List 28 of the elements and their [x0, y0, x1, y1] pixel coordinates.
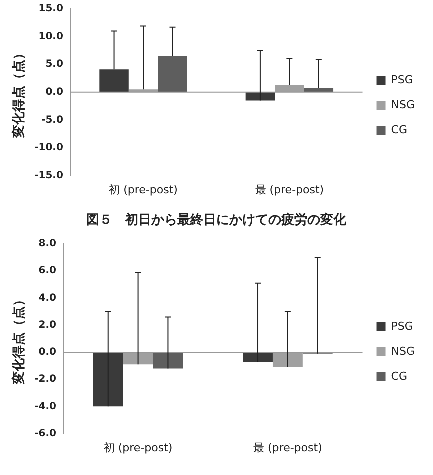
y-tick-label: 2.0 [38, 320, 57, 331]
y-tick-label: 5.0 [46, 59, 64, 70]
y-tick-label: 10.0 [38, 31, 64, 42]
y-axis-title: 変化得点（点） [11, 46, 28, 139]
legend-label: NSG [391, 98, 416, 112]
x-tick-label: 初 (pre-post) [104, 441, 173, 454]
y-tick-label: -4.0 [34, 401, 56, 412]
legend-label: PSG [391, 73, 414, 86]
y-tick-label: -15.0 [34, 170, 64, 182]
y-tick-label: -10.0 [34, 142, 64, 154]
legend-label: CG [391, 370, 408, 383]
y-tick-label: 4.0 [38, 292, 57, 304]
y-tick-label: 0.0 [38, 347, 57, 358]
x-tick-label: 最 (pre-post) [254, 441, 322, 454]
legend-label: PSG [391, 320, 414, 333]
y-tick-label: 0.0 [46, 86, 64, 98]
y-tick-label: -6.0 [34, 428, 56, 440]
caption: 図５ 初日から最終日にかけての疲労の変化 [86, 212, 348, 230]
legend-label: NSG [391, 344, 416, 358]
y-axis-title: 変化得点（点） [11, 293, 28, 386]
y-tick-label: -5.0 [42, 114, 64, 126]
x-tick-label: 最 (pre-post) [255, 183, 324, 196]
y-tick-label: -2.0 [34, 374, 56, 386]
y-tick-label: 6.0 [38, 266, 57, 277]
x-tick-label: 初 (pre-post) [109, 183, 178, 196]
y-tick-label: 8.0 [38, 238, 57, 250]
y-tick-label: 15.0 [38, 4, 64, 15]
legend-label: CG [391, 123, 408, 136]
